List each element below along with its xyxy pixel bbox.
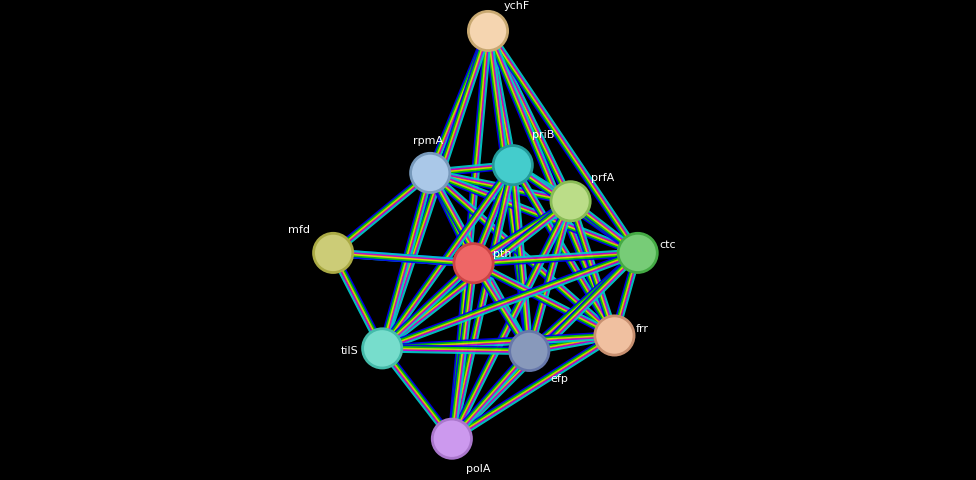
Circle shape <box>509 331 549 371</box>
Circle shape <box>594 316 634 355</box>
Circle shape <box>468 12 508 50</box>
Text: pth: pth <box>493 249 511 259</box>
Circle shape <box>551 181 590 221</box>
Text: polA: polA <box>467 464 491 474</box>
Text: frr: frr <box>636 324 649 334</box>
Text: tilS: tilS <box>342 346 359 356</box>
Circle shape <box>493 145 532 185</box>
Text: prfA: prfA <box>591 173 615 183</box>
Text: ychF: ychF <box>504 1 530 11</box>
Text: ctc: ctc <box>660 240 676 250</box>
Circle shape <box>411 153 450 192</box>
Text: priB: priB <box>532 130 554 140</box>
Text: efp: efp <box>549 374 568 384</box>
Text: mfd: mfd <box>288 225 310 235</box>
Circle shape <box>432 419 471 458</box>
Circle shape <box>454 244 493 283</box>
Circle shape <box>618 233 657 273</box>
Circle shape <box>362 329 402 368</box>
Circle shape <box>313 233 352 273</box>
Text: rpmA: rpmA <box>413 136 443 146</box>
